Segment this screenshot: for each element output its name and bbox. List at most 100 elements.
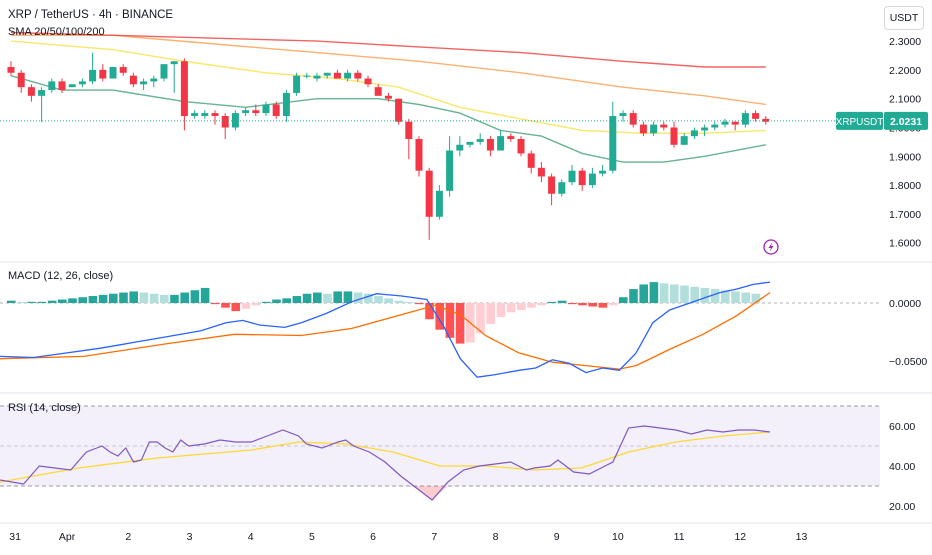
candle-body [221,115,229,128]
candle-body [231,113,239,128]
candle-body [486,139,494,151]
macd-axis-tick: 0.0000 [889,298,921,310]
macd-histogram-bar [200,287,210,303]
macd-histogram-bar [384,298,393,303]
macd-histogram-bar [751,293,761,303]
time-axis-tick: 11 [674,531,685,543]
price-axis-tick: 1.6000 [889,238,921,250]
candle-body [242,110,250,114]
rsi-indicator-label[interactable]: RSI (14, close) [8,402,81,414]
macd-histogram-bar [251,303,261,306]
macd-histogram-bar [588,303,597,307]
candle-body [160,64,168,79]
macd-histogram-bar [476,303,485,334]
sma-indicator-label[interactable]: SMA 20/50/100/200 [8,26,105,38]
candle-body [323,72,331,76]
macd-histogram-bar [619,297,628,303]
candle-body [711,124,719,128]
macd-histogram-bar [527,303,536,308]
macd-histogram-bar [578,303,587,306]
candle-body [282,92,290,116]
price-tag-value-bg [884,111,928,130]
candle-body [38,90,46,96]
candle-body [344,72,352,79]
macd-histogram-bar [180,292,189,303]
macd-histogram-bar [221,303,230,308]
candle-body [619,113,627,116]
candle-body [364,78,372,85]
candle-body [201,113,209,116]
lightning-icon [763,239,779,255]
macd-histogram-bar [415,303,424,305]
macd-histogram-bar [17,301,26,303]
candle-body [527,153,535,168]
price-axis-tick: 2.3000 [889,36,921,48]
chart-title[interactable]: XRP / TetherUS · 4h · BINANCE [8,9,174,21]
macd-histogram-bar [670,284,679,303]
candle-body [680,136,688,145]
macd-histogram-bar [659,283,669,303]
rsi-axis-tick: 40.00 [889,461,915,473]
candle-body [405,121,413,140]
candle-body [446,150,454,191]
candle-body [27,87,35,96]
macd-indicator-label[interactable]: MACD (12, 26, close) [8,270,114,282]
axes-layer: 1.60001.70001.80001.90002.00002.10002.20… [9,36,928,543]
macd-histogram-bar [7,300,16,303]
price-axis-tick: 1.7000 [889,209,921,221]
lightning-icon-ring [763,239,779,255]
macd-histogram-bar [710,289,720,303]
macd-histogram-bar [88,296,98,303]
macd-histogram-bar [629,289,638,303]
candle-body [272,104,280,116]
sma-line [10,40,766,134]
candle-body [660,124,668,128]
rsi-line [0,425,771,501]
time-axis-tick: 9 [554,531,560,543]
candle-body [537,167,545,177]
candle-body [303,75,311,77]
macd-histogram-bar [333,291,342,303]
macd-histogram-bar [639,284,648,303]
macd-histogram-bar [47,300,57,303]
candle-body [313,75,321,79]
macd-histogram-bar [282,298,291,303]
candle-body [333,72,341,79]
macd-histogram-bar [323,293,332,303]
macd-signal-line [0,292,771,370]
rsi-ma-line [0,431,771,483]
macd-histogram-bar [557,300,567,303]
time-axis-tick: 31 [9,531,21,543]
currency-button[interactable]: USDT [884,6,924,30]
macd-histogram-bar [211,303,220,305]
candle-body [68,84,76,88]
candle-body [762,118,770,122]
candle-body [58,81,66,91]
macd-histogram-bar [272,299,281,303]
time-axis-tick: 7 [431,531,437,543]
price-tag-symbol-bg [836,111,883,130]
macd-histogram-bar [455,303,465,344]
candle-body [476,139,484,142]
time-axis-tick: 2 [125,531,131,543]
macd-histogram-bar [129,291,138,303]
candle-body [578,170,586,186]
rsi-axis-tick: 20.00 [889,501,915,513]
time-axis-tick: 3 [187,531,193,543]
time-axis-tick: 8 [493,531,499,543]
sma-line [10,31,766,68]
time-axis-tick: 12 [734,531,746,543]
macd-histogram-bar [486,303,495,324]
macd-histogram-bar [445,303,455,338]
price-axis-tick: 2.2000 [889,65,921,77]
macd-histogram-bar [568,303,577,305]
candle-body [415,139,423,171]
macd-histogram-bar [109,293,118,303]
macd-histogram-bar [68,298,77,303]
macd-histogram-bar [680,285,689,303]
candle-body [374,87,382,96]
candle-body [690,130,698,137]
macd-histogram-bar [170,294,179,303]
